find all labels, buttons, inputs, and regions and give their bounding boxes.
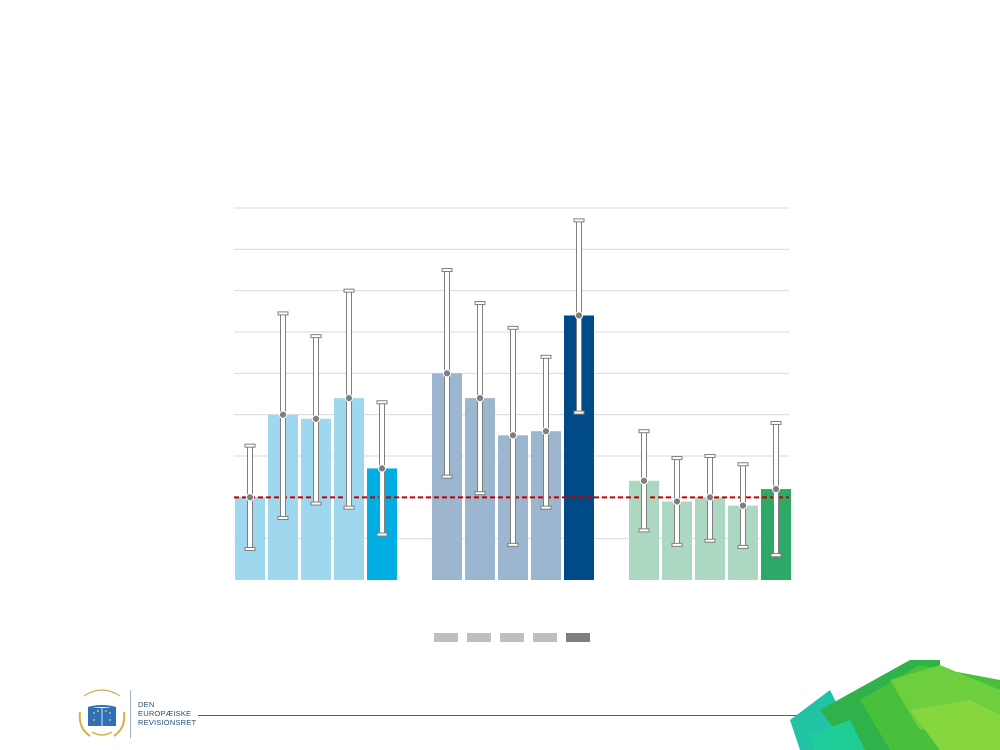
legend-swatch-4 xyxy=(533,633,557,642)
error-bar-g3-1 xyxy=(638,429,650,533)
legend xyxy=(434,633,590,642)
error-bar-cap-high xyxy=(770,420,782,425)
error-bar-cap-high xyxy=(573,218,585,223)
error-bar-cap-low xyxy=(737,544,749,549)
error-bar-cap-high xyxy=(441,268,453,272)
error-bar-cap-high xyxy=(244,443,256,448)
value-point xyxy=(574,311,584,320)
value-point xyxy=(672,497,682,506)
error-bar-cap-low xyxy=(441,474,453,479)
legend-swatch-1 xyxy=(434,633,458,642)
value-point xyxy=(475,394,485,403)
error-bars xyxy=(244,218,782,558)
error-bar-cap-high xyxy=(474,301,486,306)
error-bar-cap-high xyxy=(277,311,289,316)
value-point xyxy=(245,493,255,502)
error-bar-cap-low xyxy=(474,491,486,496)
error-bar-cap-low xyxy=(770,553,782,558)
legend-swatch-5 xyxy=(566,633,590,642)
value-point xyxy=(541,427,551,436)
error-bar-g1-1 xyxy=(244,443,256,551)
error-bar-cap-low xyxy=(507,542,519,547)
error-bar-cap-low xyxy=(671,542,683,547)
value-point xyxy=(639,476,649,485)
error-bar-cap-high xyxy=(704,454,716,458)
error-bar-g3-5 xyxy=(770,420,782,558)
value-point xyxy=(377,464,387,473)
error-bar-cap-low xyxy=(540,505,552,510)
error-bar-g3-4 xyxy=(737,462,749,549)
value-point xyxy=(508,431,518,440)
error-bar-cap-low xyxy=(704,538,716,543)
value-point xyxy=(771,484,781,494)
legend-swatch-3 xyxy=(500,633,524,642)
eca-logo-icon xyxy=(78,689,126,737)
organization-name: DEN EUROPÆISKE REVISIONSRET xyxy=(138,700,196,727)
error-bar-cap-high xyxy=(343,288,355,293)
value-point xyxy=(278,410,288,419)
error-bar-g1-2 xyxy=(277,311,289,520)
value-point xyxy=(442,369,452,378)
org-name-line-1: DEN xyxy=(138,700,155,709)
error-bar-cap-low xyxy=(638,528,650,533)
value-point xyxy=(738,501,748,510)
error-bar-cap-low xyxy=(310,501,322,506)
value-point xyxy=(705,493,715,502)
error-bar-g2-2 xyxy=(474,301,486,496)
error-bar-g2-4 xyxy=(540,354,552,510)
error-bar-cap-low xyxy=(244,547,256,551)
error-bar-cap-high xyxy=(540,354,552,359)
error-bar-cap-high xyxy=(671,456,683,461)
error-bar-g2-1 xyxy=(441,268,453,479)
error-bar-g2-3 xyxy=(507,325,519,547)
value-point xyxy=(344,394,354,403)
error-bar-cap-high xyxy=(310,334,322,339)
error-bar-g3-3 xyxy=(704,454,716,543)
value-point xyxy=(311,414,321,423)
error-bar-g2-5 xyxy=(573,218,585,415)
error-bar-cap-low xyxy=(573,410,585,415)
error-bar-cap-low xyxy=(277,516,289,520)
legend-swatch-2 xyxy=(467,633,491,642)
error-bar-cap-high xyxy=(376,400,388,405)
green-corner-graphic xyxy=(790,660,1000,750)
error-bar-cap-high xyxy=(507,325,519,330)
logo-divider xyxy=(130,690,131,738)
error-bar-g3-2 xyxy=(671,456,683,547)
error-bar-cap-high xyxy=(737,462,749,467)
error-bar-cap-low xyxy=(343,505,355,510)
error-bar-cap-high xyxy=(638,429,650,434)
error-bar-cap-low xyxy=(376,532,388,537)
footer-divider-line xyxy=(198,715,800,716)
error-bar-g1-5 xyxy=(376,400,388,537)
org-name-line-2: EUROPÆISKE xyxy=(138,709,192,718)
error-bar-g1-4 xyxy=(343,288,355,510)
org-name-line-3: REVISIONSRET xyxy=(138,718,197,727)
error-bar-g1-3 xyxy=(310,334,322,506)
